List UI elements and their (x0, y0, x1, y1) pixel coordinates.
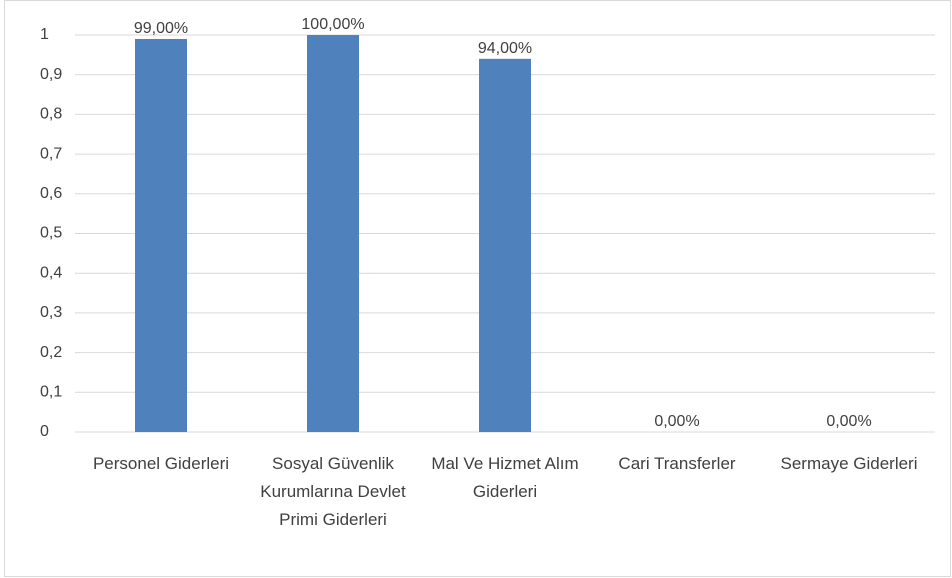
chart-border (4, 0, 951, 577)
x-tick-label: Mal Ve Hizmet Alım Giderleri (431, 454, 579, 501)
data-label: 0,00% (654, 413, 699, 430)
y-tick-label: 0,2 (40, 344, 62, 361)
y-tick-label: 0,3 (40, 304, 62, 321)
y-tick-label: 0 (40, 423, 49, 440)
bar (307, 35, 359, 432)
y-tick-label: 0,7 (40, 145, 62, 162)
y-tick-label: 0,5 (40, 225, 62, 242)
y-tick-label: 0,1 (40, 384, 62, 401)
y-tick-label: 1 (40, 26, 49, 43)
data-label: 0,00% (826, 413, 871, 430)
y-tick-label: 0,6 (40, 185, 62, 202)
x-tick-label: Personel Giderleri (92, 454, 230, 473)
data-label: 99,00% (134, 20, 188, 37)
x-tick-label: Cari Transferler (618, 454, 736, 473)
y-tick-label: 0,9 (40, 66, 62, 83)
bar (479, 58, 531, 432)
y-tick-label: 0,8 (40, 106, 62, 123)
data-label: 100,00% (301, 16, 364, 33)
x-tick-label: Sosyal Güvenlik Kurumlarına Devlet Primi… (260, 454, 406, 529)
x-tick-label: Sermaye Giderleri (780, 454, 918, 473)
bar (135, 38, 187, 432)
data-label: 94,00% (478, 40, 532, 57)
y-tick-label: 0,4 (40, 264, 62, 281)
